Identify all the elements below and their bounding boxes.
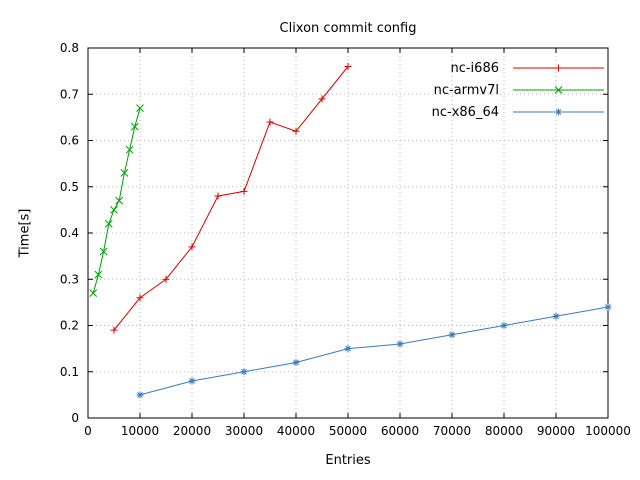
svg-text:0.7: 0.7 [60,87,79,101]
legend-line-sample [513,64,604,72]
legend-line-sample [513,86,604,94]
series-nc-x86_64 [136,303,612,399]
legend-entry: nc-armv7l [432,79,606,101]
legend-label: nc-x86_64 [431,104,499,120]
svg-text:90000: 90000 [537,424,575,438]
svg-text:50000: 50000 [329,424,367,438]
chart-title: Clixon commit config [279,21,417,36]
legend-label: nc-i686 [450,60,499,76]
series-nc-i686 [110,63,352,334]
svg-text:10000: 10000 [121,424,159,438]
series-nc-armv7l [89,104,144,297]
svg-text:0.6: 0.6 [60,134,79,148]
svg-text:0.8: 0.8 [60,41,79,55]
svg-text:0.2: 0.2 [60,319,79,333]
legend-label: nc-armv7l [433,82,499,98]
svg-text:100000: 100000 [585,424,631,438]
legend-entry: nc-i686 [432,57,606,79]
svg-text:40000: 40000 [277,424,315,438]
svg-text:60000: 60000 [381,424,419,438]
tick-labels: 0 10000 20000 30000 40000 50000 60000 70000 8000… [60,41,631,438]
legend-entry: nc-x86_64 [432,101,606,123]
legend: nc-i686 nc-armv7l nc-x86_64 [432,57,606,123]
svg-text:20000: 20000 [173,424,211,438]
y-axis-label: Time[s] [17,208,33,258]
legend-line-sample [513,108,604,116]
x-axis-label: Entries [325,453,371,468]
svg-text:0.1: 0.1 [60,365,79,379]
svg-text:0.5: 0.5 [60,180,79,194]
svg-text:0: 0 [71,411,79,425]
svg-text:0: 0 [84,424,92,438]
svg-text:80000: 80000 [485,424,523,438]
grid [88,48,608,418]
svg-text:0.4: 0.4 [60,226,79,240]
svg-text:30000: 30000 [225,424,263,438]
svg-text:0.3: 0.3 [60,272,79,286]
plot-border [87,47,609,419]
svg-text:70000: 70000 [433,424,471,438]
